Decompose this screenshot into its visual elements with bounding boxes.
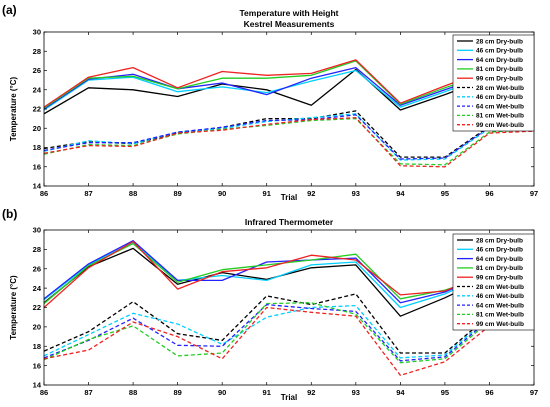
legend-entry: 99 cm Dry-bulb — [476, 76, 523, 83]
legend-entry: 46 cm Dry-bulb — [476, 247, 523, 254]
x-tick-label: 87 — [84, 388, 92, 397]
chart-title: Temperature with Height — [239, 8, 338, 18]
x-tick-label: 91 — [263, 388, 271, 397]
legend-entry: 81 cm Wet-bulb — [476, 312, 524, 319]
series-line-wet-5 — [44, 110, 534, 158]
legend-entry: 28 cm Wet-bulb — [476, 284, 524, 291]
legend-entry: 64 cm Wet-bulb — [476, 302, 524, 309]
legend-entry: 99 cm Wet-bulb — [476, 122, 524, 129]
legend-entry: 81 cm Dry-bulb — [476, 66, 523, 73]
legend: 28 cm Dry-bulb 46 cm Dry-bulb 64 cm Dry-bu… — [452, 233, 535, 331]
x-tick-label: 88 — [129, 189, 137, 198]
legend-entry: 99 cm Wet-bulb — [476, 321, 524, 328]
y-tick-label: 14 — [33, 182, 42, 191]
legend-entry: 64 cm Dry-bulb — [476, 57, 523, 64]
series-line-dry-2 — [44, 62, 534, 110]
x-axis-label: Trial — [281, 393, 297, 402]
x-tick-label: 89 — [173, 388, 181, 397]
y-tick-label: 16 — [33, 361, 41, 370]
series-line-dry-4 — [44, 240, 534, 308]
legend-entry: 28 cm Wet-bulb — [476, 85, 524, 92]
y-tick-label: 22 — [33, 105, 41, 114]
series-line-wet-7 — [44, 114, 534, 160]
series-line-wet-9 — [44, 306, 534, 376]
legend-entry: 64 cm Dry-bulb — [476, 256, 523, 263]
chart-subtitle: Kestrel Measurements — [244, 19, 335, 29]
x-tick-label: 96 — [485, 189, 493, 198]
series-line-wet-8 — [44, 302, 534, 364]
legend-entry: 81 cm Wet-bulb — [476, 113, 524, 120]
series-line-wet-9 — [44, 117, 534, 168]
x-tick-label: 97 — [530, 189, 538, 198]
series-line-wet-5 — [44, 293, 534, 354]
series-line-dry-0 — [44, 247, 534, 317]
legend-entry: 46 cm Dry-bulb — [476, 48, 523, 55]
y-tick-label: 30 — [33, 226, 41, 235]
series-line-dry-3 — [44, 60, 534, 109]
series-line-wet-6 — [44, 304, 534, 359]
series-line-dry-0 — [44, 66, 534, 115]
x-tick-label: 88 — [129, 388, 137, 397]
x-tick-label: 95 — [441, 189, 449, 198]
legend-entry: 81 cm Dry-bulb — [476, 265, 523, 272]
chart-panel-b: Infrared Thermometer 86 87 88 89 90 91 92 93 94 95… — [9, 217, 538, 402]
x-tick-label: 94 — [396, 189, 405, 198]
x-tick-label: 97 — [530, 388, 538, 397]
x-tick-label: 89 — [173, 189, 181, 198]
series-group — [44, 240, 534, 376]
legend-box — [452, 233, 535, 331]
y-tick-label: 28 — [33, 47, 41, 56]
y-tick-label: 20 — [33, 323, 41, 332]
x-tick-label: 92 — [307, 388, 315, 397]
panel-label-a: (a) — [2, 3, 17, 17]
x-tick-label: 93 — [352, 189, 360, 198]
y-axis-label: Temperature (°C) — [9, 76, 18, 141]
y-tick-label: 14 — [33, 381, 42, 390]
y-tick-label: 18 — [33, 342, 41, 351]
legend-entry: 46 cm Dry-bulb — [476, 94, 523, 101]
legend: 28 cm Dry-bulb 46 cm Dry-bulb 64 cm Dry-bu… — [452, 34, 535, 132]
y-tick-label: 20 — [33, 124, 41, 133]
series-line-dry-4 — [44, 56, 534, 108]
y-tick-label: 28 — [33, 245, 41, 254]
series-group — [44, 56, 534, 168]
y-axis-label: Temperature (°C) — [9, 275, 18, 340]
x-tick-label: 91 — [263, 189, 271, 198]
panel-label-b: (b) — [2, 207, 17, 221]
x-tick-label: 90 — [218, 189, 226, 198]
y-tick-label: 22 — [33, 303, 41, 312]
y-tick-label: 30 — [33, 28, 41, 37]
legend-entry: 64 cm Wet-bulb — [476, 103, 524, 110]
series-line-wet-8 — [44, 117, 534, 166]
legend-entry: 46 cm Wet-bulb — [476, 293, 524, 300]
x-tick-label: 86 — [40, 189, 48, 198]
y-tick-label: 18 — [33, 143, 41, 152]
legend-entry: 28 cm Dry-bulb — [476, 237, 523, 244]
x-tick-label: 95 — [441, 388, 449, 397]
legend-entry: 99 cm Dry-bulb — [476, 275, 523, 282]
x-tick-label: 94 — [396, 388, 405, 397]
y-tick-label: 24 — [33, 284, 42, 293]
chart-title: Infrared Thermometer — [245, 217, 334, 227]
x-tick-label: 92 — [307, 189, 315, 198]
x-tick-label: 86 — [40, 388, 48, 397]
x-tick-label: 87 — [84, 189, 92, 198]
x-axis-label: Trial — [281, 193, 297, 202]
y-tick-label: 26 — [33, 66, 41, 75]
y-tick-label: 24 — [33, 85, 42, 94]
x-tick-label: 93 — [352, 388, 360, 397]
y-tick-label: 16 — [33, 162, 41, 171]
x-tick-label: 96 — [485, 388, 493, 397]
legend-entry: 28 cm Dry-bulb — [476, 38, 523, 45]
legend-box — [452, 34, 535, 132]
x-tick-label: 90 — [218, 388, 226, 397]
y-tick-label: 26 — [33, 264, 41, 273]
